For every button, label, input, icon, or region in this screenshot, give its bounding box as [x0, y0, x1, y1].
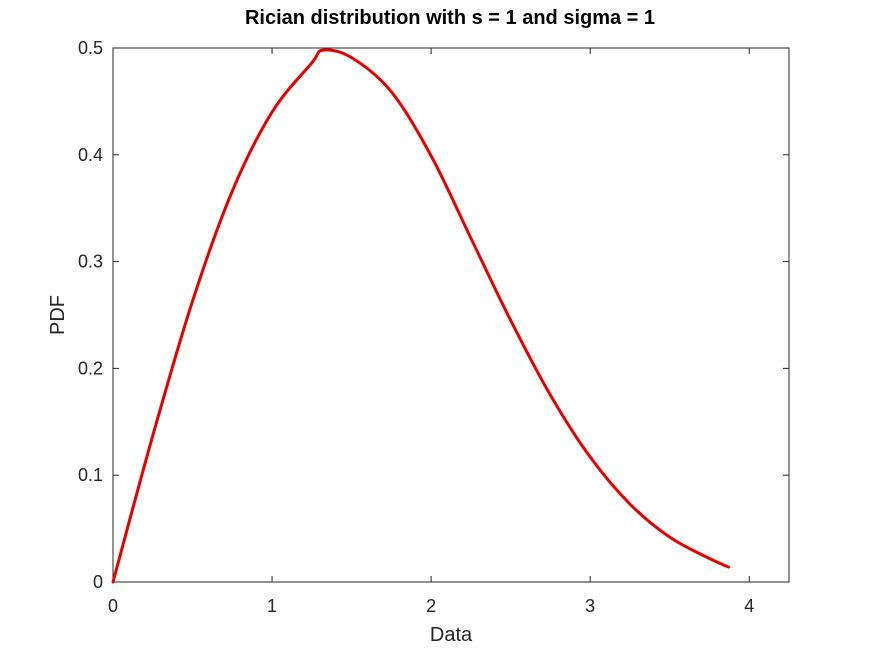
y-tick-label: 0.3 [78, 252, 103, 272]
y-tick-label: 0.1 [78, 465, 103, 485]
series-layer [111, 48, 731, 584]
x-axis-label: Data [430, 624, 473, 646]
chart-title: Rician distribution with s = 1 and sigma… [245, 7, 655, 29]
x-tick-labels: 0 1 2 3 4 [108, 596, 754, 616]
y-axis-label: PDF [47, 295, 69, 335]
pdf-series-line [111, 48, 731, 584]
y-tick-label: 0 [93, 572, 103, 592]
x-tick-label: 4 [744, 596, 754, 616]
y-tick-label: 0.4 [78, 145, 103, 165]
x-tick-label: 1 [267, 596, 277, 616]
y-tick-label: 0.5 [78, 38, 103, 58]
x-tick-label: 0 [108, 596, 118, 616]
x-tick-label: 3 [585, 596, 595, 616]
x-tick-label: 2 [426, 596, 436, 616]
y-tick-labels: 0 0.1 0.2 0.3 0.4 0.5 [78, 38, 103, 592]
y-tick-label: 0.2 [78, 358, 103, 378]
plot-area [112, 47, 790, 583]
